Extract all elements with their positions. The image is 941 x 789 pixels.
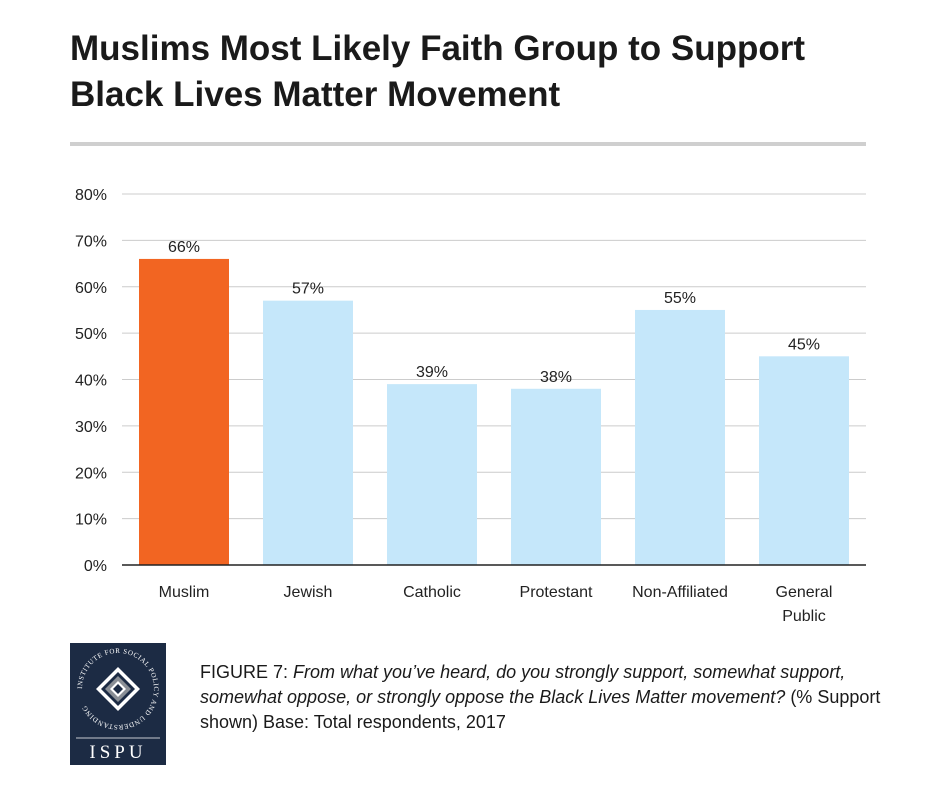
chart-title: Muslims Most Likely Faith Group to Suppo… — [70, 26, 870, 118]
ispu-logo: INSTITUTE FOR SOCIAL POLICY AND UNDERSTA… — [70, 643, 166, 765]
chart-title-line-1: Muslims Most Likely Faith Group to Suppo… — [70, 29, 806, 68]
data-label: 66% — [168, 239, 200, 256]
y-tick-label: 40% — [75, 373, 107, 390]
category-label: Non-Affiliated — [632, 584, 728, 601]
y-axis-ticks: 0% 10% 20% 30% 40% 50% 60% 70% 80% — [75, 187, 107, 575]
category-label: Catholic — [403, 584, 461, 601]
category-label: General — [776, 584, 833, 601]
y-tick-label: 70% — [75, 233, 107, 250]
bars — [139, 258, 849, 565]
bar-jewish — [263, 300, 353, 565]
logo-diamond-icon — [96, 667, 140, 711]
chart-title-line-2: Black Lives Matter Movement — [70, 75, 561, 114]
bar-chart: 0% 10% 20% 30% 40% 50% 60% 70% 80% 66% 57% 39% 38% 5… — [75, 187, 866, 625]
category-label: Protestant — [520, 584, 593, 601]
y-tick-label: 10% — [75, 512, 107, 529]
data-labels: 66% 57% 39% 38% 55% 45% — [168, 239, 820, 386]
data-label: 45% — [788, 336, 820, 353]
data-label: 38% — [540, 369, 572, 386]
bar-catholic — [387, 384, 477, 565]
data-label: 55% — [664, 290, 696, 307]
y-tick-label: 80% — [75, 187, 107, 204]
bar-protestant — [511, 388, 601, 565]
category-label: Public — [782, 608, 826, 625]
y-tick-label: 20% — [75, 465, 107, 482]
y-tick-label: 30% — [75, 419, 107, 436]
figure-caption: FIGURE 7: From what you’ve heard, do you… — [200, 660, 900, 735]
category-label: Jewish — [284, 584, 333, 601]
title-divider — [70, 142, 866, 146]
figure-label: FIGURE 7 — [200, 662, 284, 682]
caption-note: (% Support shown) Base: Total respondent… — [200, 687, 881, 732]
y-tick-label: 0% — [84, 558, 107, 575]
bar-muslim — [139, 258, 229, 565]
caption-separator: : — [283, 662, 294, 682]
caption-question: From what you’ve heard, do you strongly … — [200, 662, 846, 707]
logo-letters: ISPU — [89, 742, 146, 763]
gridlines — [122, 193, 866, 520]
category-label: Muslim — [159, 584, 210, 601]
y-tick-label: 60% — [75, 280, 107, 297]
x-axis-categories: Muslim Jewish Catholic Protestant Non-Affili… — [159, 584, 833, 625]
bar-general-public — [759, 356, 849, 565]
bar-non-affiliated — [635, 309, 725, 565]
y-tick-label: 50% — [75, 326, 107, 343]
data-label: 57% — [292, 281, 324, 298]
data-label: 39% — [416, 364, 448, 381]
